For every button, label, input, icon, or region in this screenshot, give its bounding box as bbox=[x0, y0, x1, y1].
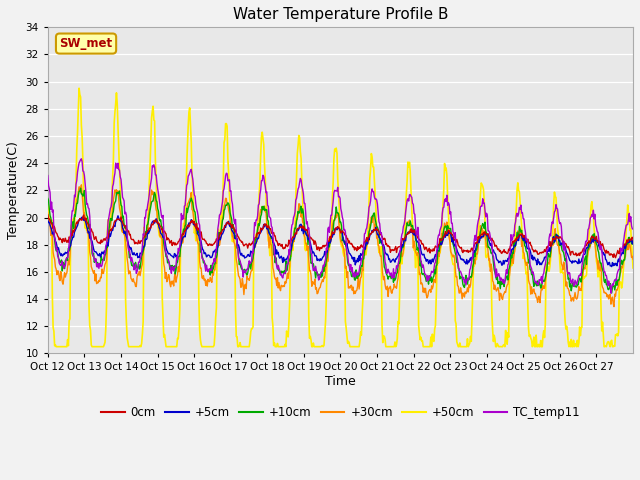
X-axis label: Time: Time bbox=[325, 375, 356, 388]
Text: SW_met: SW_met bbox=[60, 37, 113, 50]
Title: Water Temperature Profile B: Water Temperature Profile B bbox=[233, 7, 448, 22]
Legend: 0cm, +5cm, +10cm, +30cm, +50cm, TC_temp11: 0cm, +5cm, +10cm, +30cm, +50cm, TC_temp1… bbox=[96, 402, 584, 424]
Y-axis label: Temperature(C): Temperature(C) bbox=[7, 142, 20, 240]
